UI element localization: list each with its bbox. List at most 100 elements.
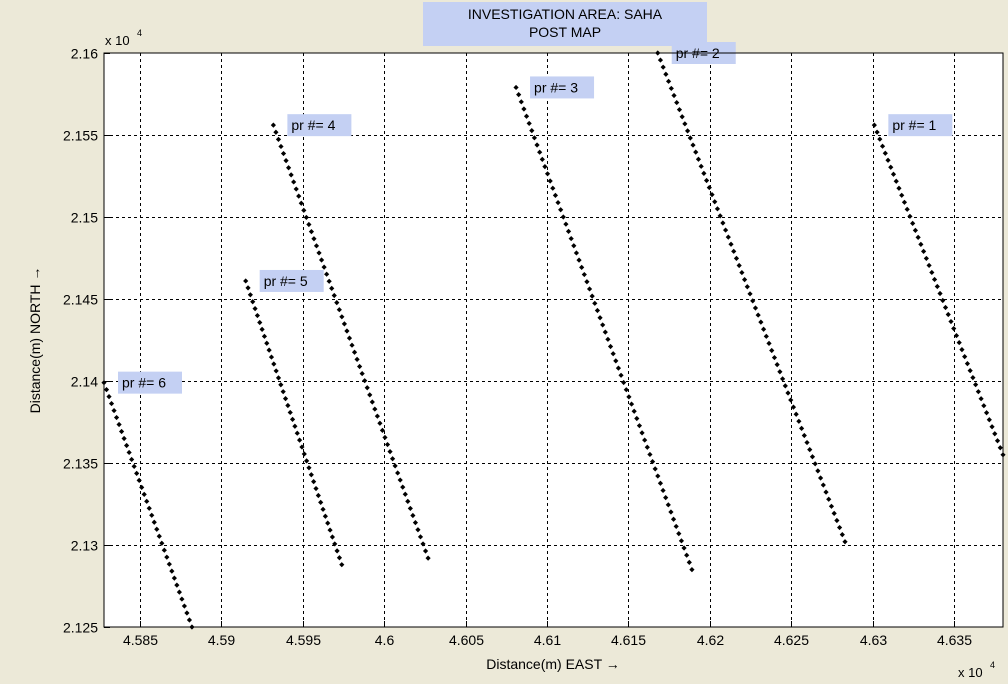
data-point xyxy=(278,382,284,388)
data-point xyxy=(720,220,726,226)
y-tick-label: 2.13 xyxy=(71,538,98,554)
data-point xyxy=(657,480,664,486)
data-point xyxy=(526,120,532,127)
data-point xyxy=(937,290,943,297)
data-point xyxy=(113,414,120,421)
y-tick-label: 2.125 xyxy=(63,620,98,636)
data-point xyxy=(586,286,593,292)
data-point xyxy=(136,477,142,483)
data-point xyxy=(877,136,883,142)
data-point xyxy=(278,143,284,150)
data-point xyxy=(531,135,538,141)
data-point xyxy=(563,221,569,227)
data-point xyxy=(266,347,272,353)
data-point xyxy=(273,129,279,135)
data-point xyxy=(975,389,981,395)
data-point xyxy=(308,229,315,235)
line-label-3: pr #= 3 xyxy=(530,76,595,99)
data-point xyxy=(329,534,336,540)
data-point xyxy=(774,362,780,368)
data-point xyxy=(931,276,938,283)
data-point xyxy=(820,482,826,488)
data-point xyxy=(336,555,343,561)
data-point xyxy=(676,531,682,537)
data-point xyxy=(329,285,335,292)
data-point xyxy=(252,306,258,312)
data-point xyxy=(275,375,282,381)
data-point xyxy=(174,582,180,588)
data-point xyxy=(402,491,408,497)
survey-line-2 xyxy=(655,50,848,545)
data-point xyxy=(809,454,816,460)
data-point xyxy=(264,340,270,346)
data-point xyxy=(836,524,843,531)
y-tick-label: 2.155 xyxy=(63,128,98,144)
data-point xyxy=(628,401,635,407)
y-tick-label: 2.16 xyxy=(71,46,98,62)
data-point xyxy=(395,470,401,476)
data-point xyxy=(670,516,677,522)
data-point xyxy=(690,142,696,148)
data-point xyxy=(907,213,913,219)
data-point xyxy=(684,128,691,134)
data-point xyxy=(945,311,951,318)
data-point xyxy=(782,383,788,389)
data-point xyxy=(339,314,345,320)
data-point xyxy=(834,517,840,524)
data-point xyxy=(779,376,786,382)
data-point xyxy=(879,143,886,149)
data-point xyxy=(270,122,276,128)
data-point xyxy=(755,312,761,318)
data-point xyxy=(176,589,182,595)
data-point xyxy=(760,326,767,332)
data-point xyxy=(997,445,1003,451)
data-point xyxy=(367,392,373,398)
data-point xyxy=(144,498,150,504)
data-point xyxy=(121,435,127,442)
data-point xyxy=(299,444,305,450)
data-point xyxy=(904,206,910,212)
x-tick-label: 4.635 xyxy=(937,632,972,648)
data-point xyxy=(940,297,946,304)
data-point xyxy=(357,363,363,370)
data-point xyxy=(687,135,693,141)
data-point xyxy=(804,439,810,446)
data-point xyxy=(660,64,666,70)
data-point xyxy=(602,329,608,335)
y-tick-label: 2.15 xyxy=(71,210,98,226)
data-point xyxy=(321,264,327,270)
data-point xyxy=(618,372,624,378)
y-multiplier-exponent: 4 xyxy=(137,28,142,38)
data-point xyxy=(156,533,162,539)
data-point xyxy=(103,387,110,393)
data-point xyxy=(942,304,949,311)
data-point xyxy=(565,228,572,234)
data-point xyxy=(631,408,637,414)
data-point xyxy=(318,499,324,505)
x-axis-label: Distance(m) EAST → xyxy=(486,656,620,672)
data-point xyxy=(555,199,561,206)
x-tick-label: 4.61 xyxy=(534,632,561,648)
data-point xyxy=(983,410,990,416)
data-point xyxy=(313,485,319,492)
data-point xyxy=(131,463,137,470)
data-point xyxy=(513,84,519,91)
data-point xyxy=(929,269,935,276)
data-point xyxy=(412,520,419,526)
data-point xyxy=(550,185,556,191)
data-point xyxy=(681,545,687,551)
data-point xyxy=(558,207,564,213)
data-point xyxy=(959,346,965,353)
data-point xyxy=(273,368,279,374)
data-point xyxy=(141,491,147,497)
data-point xyxy=(912,227,919,233)
data-point xyxy=(758,319,764,325)
data-point xyxy=(271,361,277,367)
data-point xyxy=(154,526,160,532)
line-label-text: pr #= 5 xyxy=(264,273,308,289)
data-point xyxy=(812,461,818,467)
data-point xyxy=(389,456,396,462)
data-point xyxy=(989,424,995,430)
data-point xyxy=(613,358,619,364)
